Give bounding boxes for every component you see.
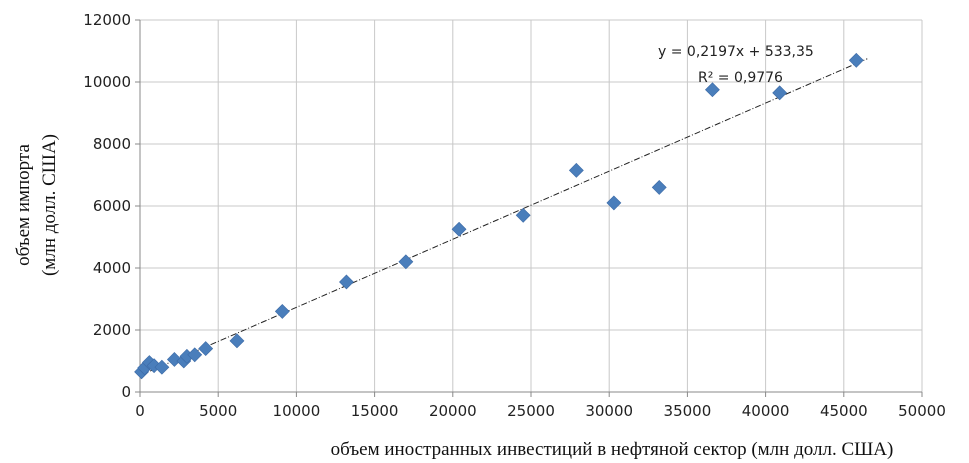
x-tick-label: 35000 xyxy=(664,402,712,420)
x-tick-labels: 0 5000 10000 15000 20000 25000 30000 35000 40000… xyxy=(135,392,946,420)
x-tick-label: 30000 xyxy=(585,402,633,420)
y-tick-label: 6000 xyxy=(93,197,131,215)
data-point xyxy=(848,52,864,68)
data-point xyxy=(274,303,290,319)
data-points xyxy=(134,52,864,380)
trendline-group xyxy=(139,58,868,376)
y-tick-label: 8000 xyxy=(93,135,131,153)
grid-lines xyxy=(139,19,923,393)
x-tick-label: 20000 xyxy=(429,402,477,420)
data-point xyxy=(187,347,203,363)
data-point xyxy=(772,85,788,101)
x-tick-label: 15000 xyxy=(351,402,399,420)
data-point xyxy=(651,179,667,195)
data-point xyxy=(198,341,214,357)
x-tick-label: 10000 xyxy=(273,402,321,420)
x-axis-title: объем иностранных инвестиций в нефтяной … xyxy=(331,439,894,460)
trendline xyxy=(139,58,868,376)
data-point xyxy=(398,254,414,270)
data-point xyxy=(515,207,531,223)
y-tick-label: 0 xyxy=(121,383,131,401)
data-point xyxy=(339,274,354,290)
x-tick-label: 0 xyxy=(135,402,145,420)
data-point xyxy=(166,352,182,367)
x-tick-label: 5000 xyxy=(199,402,237,420)
x-tick-label: 40000 xyxy=(742,402,790,420)
data-point xyxy=(568,162,584,178)
r-squared-label: R² = 0,9776 xyxy=(698,70,783,86)
x-tick-label: 50000 xyxy=(898,402,946,420)
data-point xyxy=(606,195,622,211)
y-tick-label: 12000 xyxy=(83,11,131,29)
y-axis-title-line-2: (млн долл. США) xyxy=(39,134,60,276)
data-point xyxy=(154,359,170,375)
y-tick-label: 2000 xyxy=(93,321,131,339)
y-tick-label: 10000 xyxy=(83,73,131,91)
y-tick-labels: 0 2000 4000 6000 8000 10000 12000 xyxy=(83,11,140,401)
x-tick-label: 45000 xyxy=(820,402,868,420)
data-point xyxy=(704,82,720,98)
y-axis-title-line-1: объем импорта xyxy=(13,144,34,266)
data-point xyxy=(229,333,245,349)
x-tick-label: 25000 xyxy=(507,402,555,420)
data-point xyxy=(451,221,467,237)
y-tick-label: 4000 xyxy=(93,259,131,277)
trendline-equation: y = 0,2197x + 533,35 xyxy=(658,44,814,60)
